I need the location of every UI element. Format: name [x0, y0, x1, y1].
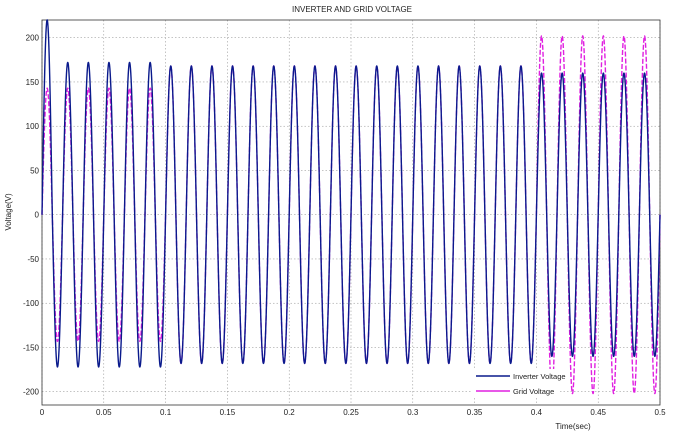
y-tick-label: -50 [27, 255, 39, 264]
x-tick-label: 0.15 [220, 408, 236, 417]
y-tick-label: 0 [35, 211, 40, 220]
x-tick-label: 0.45 [590, 408, 606, 417]
y-tick-label: 50 [30, 166, 39, 175]
x-tick-label: 0.1 [160, 408, 172, 417]
y-tick-label: -100 [23, 299, 40, 308]
legend: Inverter Voltage Grid Voltage [472, 369, 566, 398]
y-tick-label: -150 [23, 343, 40, 352]
chart-title: INVERTER AND GRID VOLTAGE [292, 5, 412, 14]
y-tick-label: 100 [26, 122, 40, 131]
legend-label-inverter: Inverter Voltage [513, 372, 566, 381]
x-tick-label: 0.05 [96, 408, 112, 417]
y-tick-label: 150 [26, 78, 40, 87]
y-tick-label: 200 [26, 34, 40, 43]
x-tick-label: 0.4 [531, 408, 543, 417]
x-tick-label: 0.5 [654, 408, 666, 417]
y-tick-label: -200 [23, 388, 40, 397]
x-tick-label: 0.35 [467, 408, 483, 417]
x-axis-label: Time(sec) [555, 422, 591, 431]
x-tick-label: 0.25 [343, 408, 359, 417]
x-tick-label: 0.2 [284, 408, 296, 417]
legend-box [472, 369, 558, 398]
x-tick-label: 0.3 [407, 408, 419, 417]
tick-labels: 0 0.05 0.1 0.15 0.2 0.25 0.3 0.35 0.4 0.45 0.5 -200… [23, 34, 666, 417]
inverter-voltage-line [41, 19, 661, 368]
x-tick-label: 0 [40, 408, 45, 417]
y-axis-label: Voltage(V) [4, 193, 13, 231]
series-group [41, 19, 661, 395]
legend-label-grid: Grid Voltage [513, 387, 554, 396]
